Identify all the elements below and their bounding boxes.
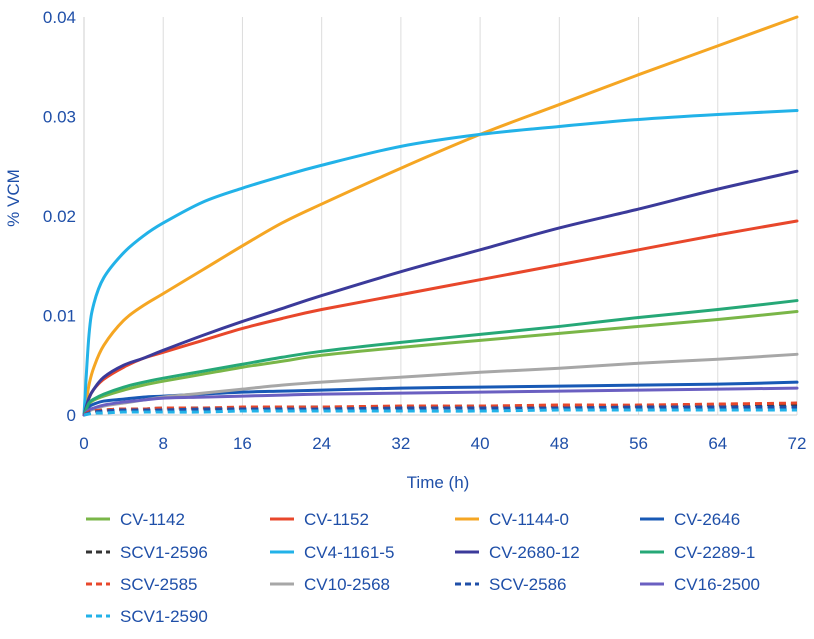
legend-label: CV-1144-0	[489, 510, 569, 529]
vertical-gridlines	[162, 17, 798, 415]
series-line-scv-2586	[83, 405, 797, 417]
y-axis-title: % VCM	[4, 169, 23, 227]
legend-label: SCV-2586	[489, 575, 567, 594]
legend-item-scv-2585: SCV-2585	[86, 575, 198, 594]
legend-label: CV4-1161-5	[304, 543, 394, 562]
legend-label: CV-2680-12	[489, 543, 580, 562]
legend-item-cv4-1161-5: CV4-1161-5	[270, 543, 394, 562]
y-tick-0: 0	[67, 406, 76, 425]
y-tick-0.01: 0.01	[43, 307, 76, 326]
x-tick-labels: 0 8 16 24 32 40 48 56 64 72	[79, 434, 806, 453]
legend-label: CV-2289-1	[674, 543, 755, 562]
legend-item-scv1-2590: SCV1-2590	[86, 607, 208, 626]
legend-item-scv-2586: SCV-2586	[455, 575, 567, 594]
legend-item-cv-2289-1: CV-2289-1	[640, 543, 755, 562]
x-tick-72: 72	[788, 434, 807, 453]
x-tick-0: 0	[79, 434, 88, 453]
legend-label: CV10-2568	[304, 575, 390, 594]
x-tick-32: 32	[391, 434, 410, 453]
legend-item-cv10-2568: CV10-2568	[270, 575, 390, 594]
legend-label: CV-2646	[674, 510, 740, 529]
legend-label: CV-1142	[120, 510, 185, 529]
legend-label: SCV1-2596	[120, 543, 208, 562]
legend-item-cv-2680-12: CV-2680-12	[455, 543, 580, 562]
series-line-cv-2646	[82, 380, 799, 417]
x-tick-48: 48	[550, 434, 569, 453]
series-lines	[82, 15, 799, 417]
y-tick-0.04: 0.04	[43, 8, 76, 27]
series-line-cv-1144-0	[82, 15, 799, 417]
legend-item-scv1-2596: SCV1-2596	[86, 543, 208, 562]
x-tick-56: 56	[629, 434, 648, 453]
legend-label: SCV1-2590	[120, 607, 208, 626]
y-tick-labels: 0 0.01 0.02 0.03 0.04	[43, 8, 76, 425]
series-line-cv-1142	[82, 310, 799, 417]
series-line-cv16-2500	[82, 386, 799, 417]
series-line-cv-2289-1	[82, 299, 799, 417]
legend-label: CV16-2500	[674, 575, 760, 594]
legend-item-cv16-2500: CV16-2500	[640, 575, 760, 594]
series-line-cv4-1161-5	[82, 109, 799, 417]
legend-item-cv-2646: CV-2646	[640, 510, 740, 529]
x-tick-16: 16	[233, 434, 252, 453]
series-line-scv1-2590	[83, 408, 797, 417]
x-tick-24: 24	[312, 434, 331, 453]
axes	[83, 17, 797, 416]
legend-item-cv-1144-0: CV-1144-0	[455, 510, 569, 529]
legend-item-cv-1152: CV-1152	[270, 510, 369, 529]
x-tick-40: 40	[471, 434, 490, 453]
x-tick-64: 64	[708, 434, 727, 453]
x-axis-title: Time (h)	[407, 473, 470, 492]
series-line-cv-2680-12	[82, 169, 799, 417]
y-tick-0.03: 0.03	[43, 108, 76, 127]
legend-item-cv-1142: CV-1142	[86, 510, 185, 529]
legend-label: CV-1152	[304, 510, 369, 529]
x-tick-8: 8	[158, 434, 167, 453]
y-tick-0.02: 0.02	[43, 207, 76, 226]
legend-label: SCV-2585	[120, 575, 198, 594]
legend: CV-1142 CV-1152 CV-1144-0 CV-2646 SCV1-2596 C…	[86, 510, 760, 626]
